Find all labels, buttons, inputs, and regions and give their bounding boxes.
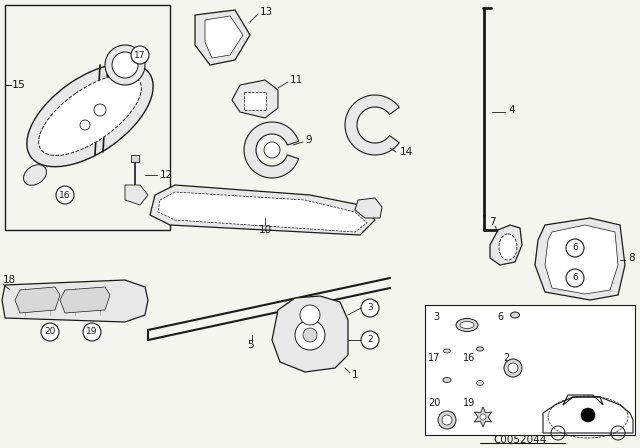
Bar: [425, 305, 635, 435]
Circle shape: [566, 269, 584, 287]
Text: 20: 20: [428, 398, 440, 408]
Bar: [131, 155, 139, 162]
Circle shape: [442, 415, 452, 425]
Text: 6: 6: [572, 244, 578, 253]
Text: 5: 5: [246, 340, 253, 350]
Text: 6: 6: [572, 273, 578, 283]
Polygon shape: [490, 225, 522, 265]
Bar: [5, 5, 170, 230]
Text: 17: 17: [134, 51, 146, 60]
Text: 4: 4: [508, 105, 515, 115]
Polygon shape: [60, 287, 110, 313]
Circle shape: [41, 323, 59, 341]
Ellipse shape: [460, 322, 474, 328]
Circle shape: [83, 323, 101, 341]
Ellipse shape: [456, 319, 478, 332]
Bar: [244, 92, 266, 110]
Circle shape: [264, 142, 280, 158]
Circle shape: [295, 320, 325, 350]
Ellipse shape: [477, 347, 483, 351]
Circle shape: [80, 120, 90, 130]
Text: 6: 6: [497, 312, 503, 322]
Text: 3: 3: [367, 303, 373, 313]
Polygon shape: [535, 218, 625, 300]
Polygon shape: [205, 16, 243, 58]
Polygon shape: [15, 287, 60, 313]
Text: 8: 8: [628, 253, 635, 263]
Circle shape: [438, 411, 456, 429]
Text: 19: 19: [463, 398, 476, 408]
Circle shape: [361, 299, 379, 317]
Polygon shape: [2, 280, 148, 322]
Text: 13: 13: [260, 7, 273, 17]
Text: 2: 2: [367, 336, 373, 345]
Polygon shape: [150, 185, 375, 235]
Circle shape: [508, 363, 518, 373]
Text: 14: 14: [400, 147, 413, 157]
Ellipse shape: [27, 63, 153, 167]
Circle shape: [112, 52, 138, 78]
Text: 9: 9: [305, 135, 312, 145]
Text: 20: 20: [44, 327, 56, 336]
Circle shape: [56, 186, 74, 204]
Polygon shape: [244, 122, 299, 178]
Ellipse shape: [444, 349, 451, 353]
Circle shape: [105, 45, 145, 85]
Text: 19: 19: [86, 327, 98, 336]
Text: 10: 10: [259, 225, 271, 235]
Circle shape: [300, 305, 320, 325]
Polygon shape: [195, 10, 250, 65]
Polygon shape: [232, 80, 278, 118]
Circle shape: [361, 331, 379, 349]
Circle shape: [566, 239, 584, 257]
Circle shape: [94, 104, 106, 116]
Ellipse shape: [38, 74, 141, 155]
Text: 18: 18: [3, 275, 16, 285]
Ellipse shape: [511, 312, 520, 318]
Polygon shape: [125, 185, 148, 205]
Ellipse shape: [499, 234, 517, 260]
Polygon shape: [158, 192, 367, 232]
Circle shape: [504, 359, 522, 377]
Text: 11: 11: [290, 75, 303, 85]
Text: 2: 2: [503, 353, 509, 363]
Text: 1: 1: [352, 370, 358, 380]
Circle shape: [480, 414, 486, 420]
Text: 17: 17: [428, 353, 440, 363]
Polygon shape: [545, 225, 618, 294]
Polygon shape: [272, 296, 348, 372]
Polygon shape: [345, 95, 399, 155]
Circle shape: [303, 328, 317, 342]
Text: 16: 16: [463, 353, 476, 363]
Polygon shape: [355, 198, 382, 218]
Ellipse shape: [443, 378, 451, 383]
Text: 3: 3: [433, 312, 439, 322]
Circle shape: [581, 408, 595, 422]
Ellipse shape: [477, 380, 483, 385]
Circle shape: [131, 46, 149, 64]
Ellipse shape: [24, 165, 47, 185]
Polygon shape: [474, 407, 492, 427]
Text: 12: 12: [160, 170, 173, 180]
Text: C0052044: C0052044: [493, 435, 547, 445]
Text: 16: 16: [60, 190, 71, 199]
Text: 15: 15: [12, 80, 26, 90]
Text: 7: 7: [489, 217, 495, 227]
